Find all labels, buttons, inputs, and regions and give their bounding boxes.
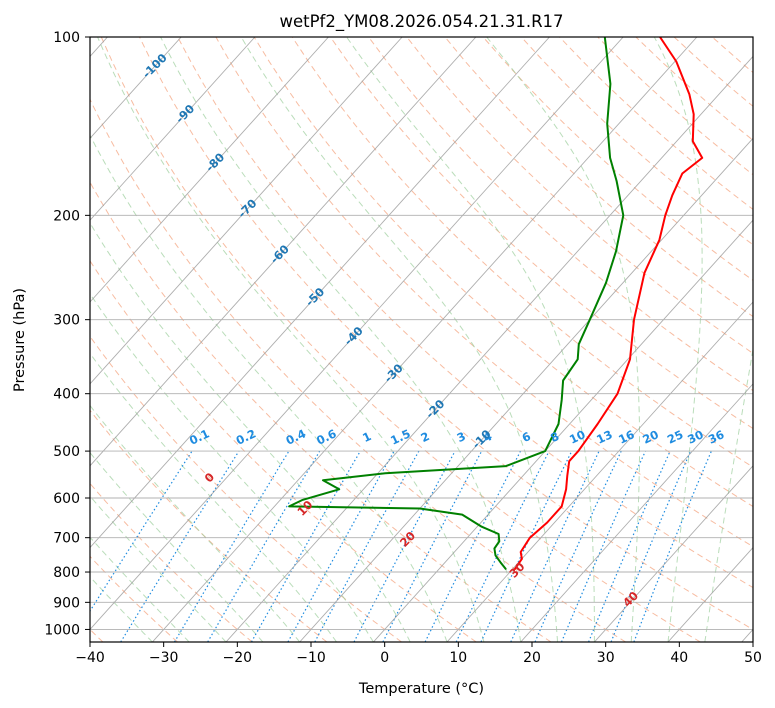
isotherm-line — [373, 219, 753, 642]
isotherm-line — [225, 55, 753, 642]
y-axis-label: Pressure (hPa) — [12, 288, 28, 392]
isotherm-line — [152, 37, 698, 642]
isotherm-line — [594, 465, 753, 642]
mixing-ratio-label: 36 — [706, 427, 726, 446]
moist-adiabat-line — [90, 451, 264, 642]
y-tick-label: 1000 — [44, 622, 80, 638]
dry-adiabat-line — [90, 181, 552, 642]
mixing-ratio-label: 30 — [685, 427, 705, 446]
line-labels: 0.1 0.2 0.4 0.6 1 1.5 2 3 4 6 8 10 13 16 20 25 30 3601020… — [140, 51, 727, 610]
mixing-ratio-line — [560, 450, 647, 642]
x-tick-label: −20 — [223, 650, 253, 666]
mixing-ratio-line — [610, 450, 692, 642]
isotherm-line — [90, 37, 624, 631]
dry-adiabat-line — [139, 37, 753, 630]
moist-adiabat-line — [90, 292, 374, 642]
moist-adiabat-line — [97, 37, 485, 642]
mixing-ratio-label: 13 — [594, 427, 614, 446]
x-tick-label: 40 — [670, 650, 688, 666]
chart-title: wetPf2_YM08.2026.054.21.31.R17 — [279, 12, 563, 32]
dry-adiabat-line — [90, 482, 253, 642]
dry-adiabat-line — [90, 555, 178, 642]
moist-adiabat-line — [240, 37, 558, 642]
y-tick-label: 700 — [53, 531, 80, 547]
x-tick-label: 30 — [597, 650, 615, 666]
x-tick-label: 50 — [744, 650, 762, 666]
isotherm-line — [90, 37, 329, 303]
mixing-ratio-line — [534, 450, 622, 642]
x-tick-label: 10 — [449, 650, 467, 666]
dry-adiabat-line — [90, 409, 328, 642]
dewpoint-profile-line — [288, 37, 625, 570]
mixing-ratio-line — [353, 450, 456, 642]
background-lines — [90, 37, 753, 642]
dry-adiabat-line — [406, 37, 753, 354]
dry-adiabat-line — [90, 259, 477, 642]
isotherm-line — [520, 383, 753, 642]
mixing-ratio-label: 20 — [640, 427, 660, 446]
mixing-ratio-line — [633, 450, 712, 642]
dry-adiabat-line — [444, 37, 753, 318]
plot-frame — [89, 36, 754, 643]
isotherm-line — [90, 37, 550, 549]
mixing-ratio-line — [588, 450, 671, 642]
temperature-profile-line — [514, 37, 704, 570]
isotherm-line — [90, 37, 477, 467]
profile-lines — [288, 37, 704, 570]
y-tick-label: 800 — [53, 565, 80, 581]
y-tick-label: 500 — [53, 444, 80, 460]
moist-adiabat-line — [160, 37, 522, 642]
isotherm-line — [90, 37, 256, 221]
moist-adiabat-line — [704, 346, 753, 642]
y-tick-label: 900 — [53, 595, 80, 611]
isotherm-line — [299, 137, 753, 642]
mixing-ratio-line — [424, 450, 522, 642]
moist-adiabat-line — [486, 37, 640, 642]
mixing-ratio-label: 10 — [567, 427, 587, 446]
x-tick-label: −40 — [75, 650, 105, 666]
moist-adiabat-line — [346, 37, 595, 642]
mixing-ratio-label: 25 — [665, 427, 685, 446]
y-tick-label: 200 — [53, 208, 80, 224]
x-tick-label: 20 — [523, 650, 541, 666]
x-axis-label: Temperature (°C) — [358, 681, 484, 697]
x-tick-label: −10 — [296, 650, 326, 666]
x-tick-label: 0 — [380, 650, 389, 666]
moist-adiabat-line — [90, 352, 337, 642]
y-tick-label: 100 — [53, 30, 80, 46]
axes: −40 −30 −20 −10 0 10 20 30 40 50 1000 900 800 700 600 5… — [44, 30, 762, 666]
mixing-ratio-line — [314, 450, 420, 642]
isotherm-line — [446, 301, 753, 642]
y-tick-label: 600 — [53, 491, 80, 507]
x-tick-label: −30 — [149, 650, 179, 666]
mixing-ratio-line — [90, 450, 193, 613]
mixing-ratio-line — [287, 450, 395, 642]
y-tick-label: 300 — [53, 313, 80, 329]
isotherm-line — [90, 37, 403, 385]
mixing-ratio-label: 16 — [616, 427, 636, 446]
y-tick-label: 400 — [53, 387, 80, 403]
moist-adiabat-line — [90, 222, 411, 642]
moist-adiabat-line — [653, 37, 703, 642]
